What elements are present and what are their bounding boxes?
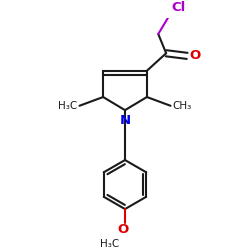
Text: H₃C: H₃C: [58, 101, 78, 111]
Text: Cl: Cl: [172, 1, 186, 14]
Text: N: N: [120, 114, 130, 127]
Text: H₃C: H₃C: [100, 239, 120, 249]
Text: O: O: [118, 223, 129, 236]
Text: CH₃: CH₃: [172, 101, 192, 111]
Text: O: O: [190, 50, 201, 62]
